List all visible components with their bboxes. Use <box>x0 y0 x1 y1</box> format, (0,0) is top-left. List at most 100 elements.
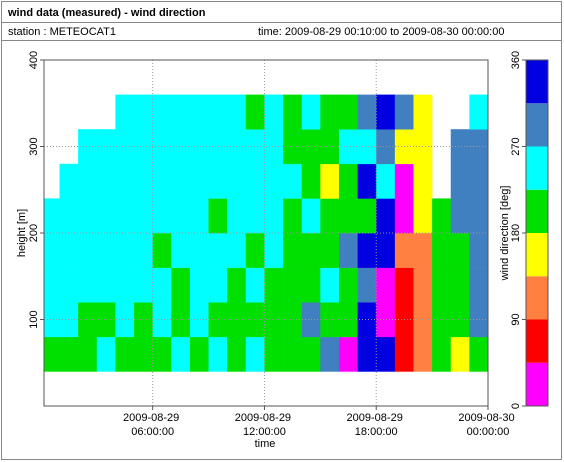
heatmap-cell <box>78 163 98 199</box>
colorbar-segment <box>526 319 548 363</box>
heatmap-cell <box>245 302 265 338</box>
x-tick-label: 2009-08-29 18:00:00 <box>347 412 406 438</box>
heatmap-cell <box>450 198 470 234</box>
heatmap-cell <box>134 336 153 372</box>
colorbar-segment <box>526 60 548 104</box>
x-tick-time: 18:00:00 <box>355 426 398 438</box>
heatmap-cell <box>394 267 414 303</box>
heatmap-cell <box>171 302 191 338</box>
heatmap-cell <box>338 163 358 199</box>
heatmap-cell <box>376 129 396 165</box>
heatmap-cell <box>208 267 228 303</box>
heatmap-cell <box>208 163 228 199</box>
heatmap-cell <box>115 302 135 338</box>
heatmap-cell <box>357 336 377 372</box>
heatmap-cell <box>394 336 414 372</box>
heatmap-cell <box>450 267 470 303</box>
heatmap-cell <box>171 267 191 303</box>
heatmap-cell <box>264 129 284 165</box>
x-tick-label: 2009-08-29 12:00:00 <box>235 412 294 438</box>
heatmap-cell <box>469 198 489 234</box>
heatmap-cell <box>189 94 209 130</box>
heatmap-cell <box>264 336 284 372</box>
heatmap-cell <box>96 336 116 372</box>
heatmap-cell <box>245 336 265 372</box>
heatmap-cell <box>394 198 414 234</box>
heatmap-cell <box>283 129 303 165</box>
heatmap-cell <box>283 94 303 130</box>
heatmap-cell <box>96 233 116 268</box>
heatmap-cell <box>357 302 377 338</box>
heatmap-cell <box>338 94 358 130</box>
heatmap-cell <box>78 198 98 234</box>
heatmap-cell <box>413 267 433 303</box>
heatmap-cell <box>283 267 303 303</box>
y-tick-label: 100 <box>28 310 40 328</box>
heatmap-cell <box>357 233 377 268</box>
heatmap-cell <box>469 336 489 372</box>
heatmap-cell <box>115 163 135 199</box>
heatmap-cell <box>376 267 396 303</box>
heatmap-cell <box>264 198 284 234</box>
x-tick-date: 2009-08-29 <box>123 412 182 424</box>
heatmap-cell <box>189 129 209 165</box>
heatmap-cell <box>152 198 172 234</box>
heatmap-cell <box>320 94 340 130</box>
heatmap-cell <box>413 94 433 130</box>
heatmap-cell <box>264 233 284 268</box>
colorbar-segment <box>526 276 548 320</box>
heatmap-cell <box>469 163 489 199</box>
colorbar-segment <box>526 146 548 190</box>
heatmap-cell <box>357 129 377 165</box>
heatmap-cell <box>469 233 489 268</box>
heatmap-cell <box>227 198 247 234</box>
y-axis-label: height [m] <box>16 209 28 257</box>
heatmap-cell <box>301 198 321 234</box>
heatmap-cell <box>245 233 265 268</box>
heatmap-cell <box>413 163 433 199</box>
heatmap-cell <box>227 163 247 199</box>
heatmap-cell <box>283 302 303 338</box>
heatmap-cell <box>78 129 98 165</box>
heatmap-cell <box>450 129 470 165</box>
heatmap-cell <box>264 267 284 303</box>
colorbar-segment <box>526 362 548 406</box>
heatmap-cell <box>394 163 414 199</box>
heatmap-cell <box>245 94 265 130</box>
heatmap-cell <box>245 129 265 165</box>
y-tick-label: 200 <box>28 224 40 242</box>
heatmap-cell <box>78 336 98 372</box>
heatmap-cell <box>115 336 135 372</box>
heatmap-cell <box>450 302 470 338</box>
heatmap-cell <box>134 94 153 130</box>
heatmap-cell <box>189 336 209 372</box>
x-tick-date: 2009-08-29 <box>347 412 406 424</box>
heatmap-cell <box>338 336 358 372</box>
heatmap-cell <box>413 336 433 372</box>
heatmap-cell <box>227 267 247 303</box>
heatmap-cell <box>59 163 79 199</box>
x-axis-label: time <box>255 438 276 450</box>
colorbar-segment <box>526 189 548 233</box>
heatmap-cell <box>208 198 228 234</box>
heatmap-cell <box>283 198 303 234</box>
time-range: time: 2009-08-29 00:10:00 to 2009-08-30 … <box>258 26 504 38</box>
heatmap-cell <box>189 267 209 303</box>
heatmap-cell <box>320 336 340 372</box>
heatmap-cell <box>357 267 377 303</box>
heatmap-cell <box>96 129 116 165</box>
heatmap-cell <box>376 233 396 268</box>
heatmap-cell <box>320 198 340 234</box>
chart-title: wind data (measured) - wind direction <box>7 7 206 19</box>
heatmap-cell <box>115 267 135 303</box>
heatmap-cell <box>338 267 358 303</box>
heatmap-cell <box>152 267 172 303</box>
colorbar-tick-label: 90 <box>510 313 522 325</box>
station: station : METEOCAT1 <box>8 26 116 38</box>
heatmap-cell <box>208 94 228 130</box>
colorbar-tick-label: 180 <box>510 224 522 242</box>
heatmap-cell <box>338 129 358 165</box>
x-tick-date: 2009-08-30 <box>458 412 517 424</box>
heatmap-cell <box>78 233 98 268</box>
heatmap-cell <box>152 233 172 268</box>
